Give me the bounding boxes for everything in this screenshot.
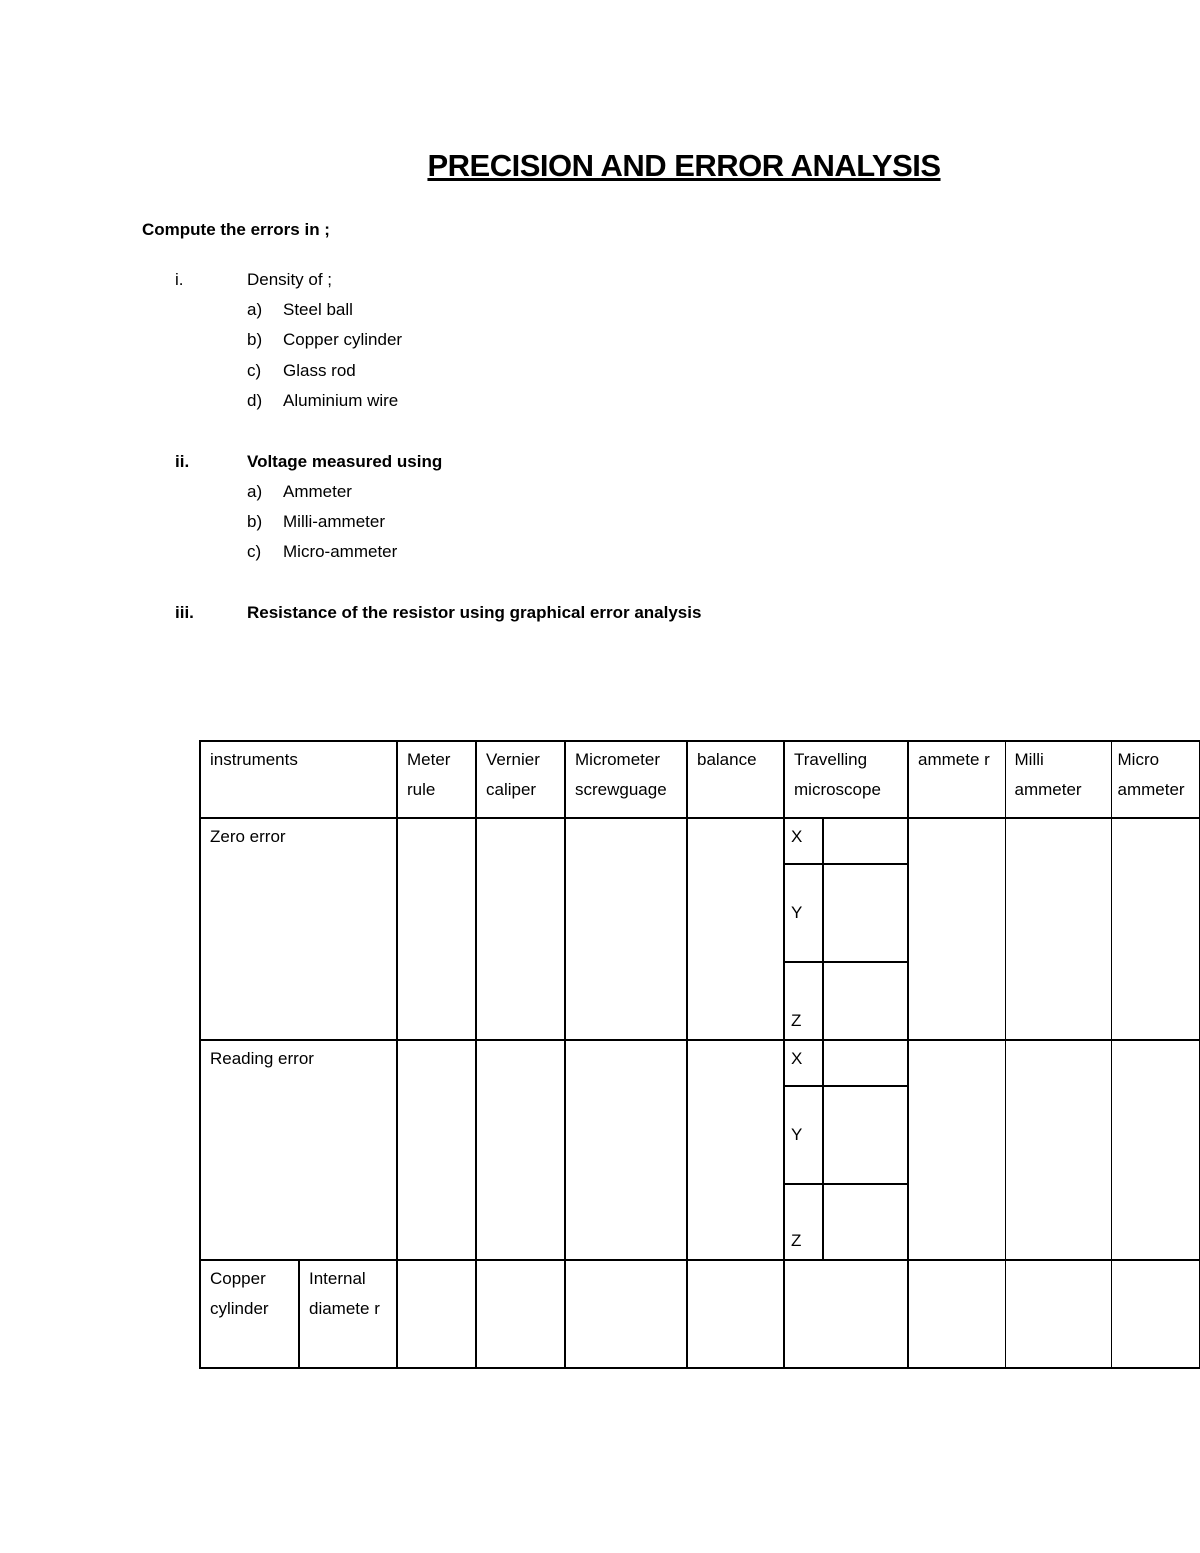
table-cell[interactable] xyxy=(822,1183,909,1261)
table-cell[interactable] xyxy=(907,817,1006,1041)
section-numeral: iii. xyxy=(175,603,194,622)
item-letter: a) xyxy=(247,300,263,319)
axis-y-label: Y xyxy=(783,863,824,963)
table-cell[interactable] xyxy=(1004,1259,1112,1369)
list-item: Glass rod xyxy=(283,361,356,380)
table-row: Z xyxy=(200,961,1199,1041)
header-vernier-caliper: Vernier caliper xyxy=(475,740,566,819)
table-cell[interactable] xyxy=(686,817,785,1041)
table-cell[interactable] xyxy=(822,817,909,865)
list-item: Steel ball xyxy=(283,300,353,319)
section-heading: Resistance of the resistor using graphic… xyxy=(247,603,702,622)
section-numeral: ii. xyxy=(175,452,190,471)
table-cell[interactable] xyxy=(396,1259,477,1369)
header-micrometer: Micrometer screwguage xyxy=(564,740,688,819)
item-letter: c) xyxy=(247,542,262,561)
table-cell[interactable] xyxy=(822,1039,909,1087)
copper-cylinder-label: Copper cylinder xyxy=(199,1259,300,1369)
section-heading: Voltage measured using xyxy=(247,452,443,471)
axis-x-label: X xyxy=(783,817,824,865)
table-cell[interactable] xyxy=(396,1039,477,1261)
table-cell[interactable] xyxy=(1110,817,1200,1041)
table-row: Zero error X xyxy=(199,817,1200,1041)
section-numeral: i. xyxy=(175,270,184,289)
section-heading: Density of ; xyxy=(247,270,333,289)
table-cell[interactable] xyxy=(822,863,909,963)
header-instruments: instruments xyxy=(199,740,398,819)
list-item: Micro-ammeter xyxy=(283,542,398,561)
table-cell[interactable] xyxy=(822,1085,909,1185)
table-cell[interactable] xyxy=(686,1259,785,1369)
list-item: Ammeter xyxy=(283,482,352,501)
table-cell[interactable] xyxy=(1110,1259,1200,1369)
axis-y-label: Y xyxy=(783,1085,824,1185)
list-item: Copper cylinder xyxy=(283,330,403,349)
header-milli-ammeter: Milli ammeter xyxy=(1004,740,1112,819)
item-letter: b) xyxy=(247,512,263,531)
axis-x-label: X xyxy=(783,1039,824,1087)
header-balance: balance xyxy=(686,740,785,819)
header-travelling-microscope: Travelling microscope xyxy=(783,740,909,819)
list-item: Aluminium wire xyxy=(283,391,399,410)
table-cell[interactable] xyxy=(564,1039,688,1261)
item-letter: b) xyxy=(247,330,263,349)
table-cell[interactable] xyxy=(564,1259,688,1369)
axis-z-label: Z xyxy=(783,961,824,1041)
table-cell[interactable] xyxy=(396,817,477,1041)
table-cell[interactable] xyxy=(1004,817,1112,1041)
header-ammeter: ammete r xyxy=(907,740,1006,819)
table-row: Y xyxy=(200,863,1199,963)
page-title: PRECISION AND ERROR ANALYSIS xyxy=(427,148,941,183)
table-cell[interactable] xyxy=(1004,1039,1112,1261)
list-item: Milli-ammeter xyxy=(283,512,385,531)
zero-error-label: Zero error xyxy=(199,817,398,1041)
header-meter-rule: Meter rule xyxy=(396,740,477,819)
internal-diameter-label: Internal diamete r xyxy=(298,1259,398,1369)
table-cell[interactable] xyxy=(907,1039,1006,1261)
item-letter: d) xyxy=(247,391,263,410)
table-row: Reading error X xyxy=(199,1039,1200,1261)
table-row: Z xyxy=(200,1183,1199,1261)
table-cell[interactable] xyxy=(783,1259,909,1369)
item-letter: a) xyxy=(247,482,263,501)
table-cell[interactable] xyxy=(475,817,566,1041)
table-cell[interactable] xyxy=(475,1259,566,1369)
table-cell[interactable] xyxy=(907,1259,1006,1369)
error-table: instruments Meter rule Vernier caliper M… xyxy=(199,740,1200,1369)
table-row: Y xyxy=(200,1085,1199,1185)
table-cell[interactable] xyxy=(822,961,909,1041)
header-row: instruments Meter rule Vernier caliper M… xyxy=(199,740,1200,819)
item-letter: c) xyxy=(247,361,262,380)
table-cell[interactable] xyxy=(686,1039,785,1261)
table-cell[interactable] xyxy=(564,817,688,1041)
header-micro-ammeter: Micro ammeter xyxy=(1110,740,1200,819)
intro-text: Compute the errors in ; xyxy=(142,220,330,239)
table-cell[interactable] xyxy=(1110,1039,1200,1261)
reading-error-label: Reading error xyxy=(199,1039,398,1261)
axis-z-label: Z xyxy=(783,1183,824,1261)
table-cell[interactable] xyxy=(475,1039,566,1261)
table-row: Copper cylinder Internal diamete r xyxy=(199,1259,1200,1369)
